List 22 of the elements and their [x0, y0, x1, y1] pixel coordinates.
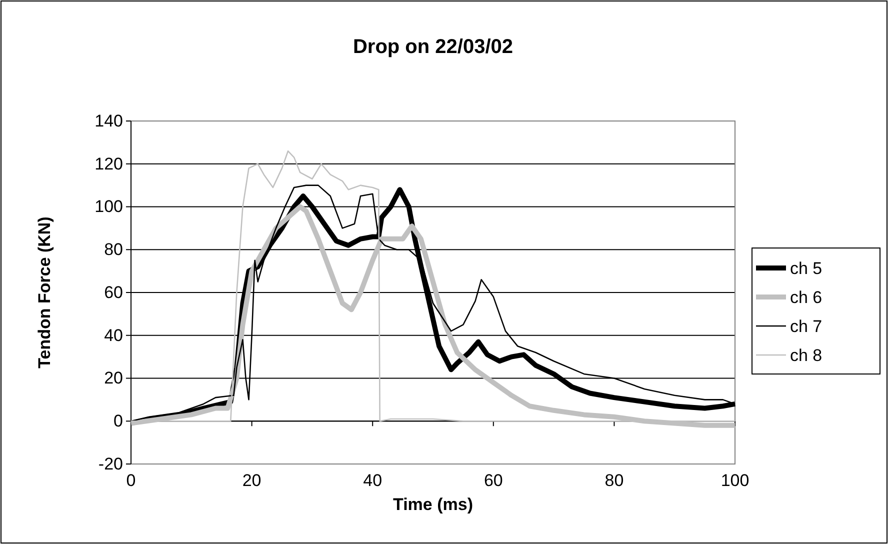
x-tick-label: 60 [484, 471, 503, 490]
legend-label: ch 8 [790, 346, 822, 365]
y-axis-title: Tendon Force (KN) [35, 216, 54, 368]
x-tick-label: 20 [242, 471, 262, 490]
y-tick-label: 140 [94, 111, 123, 130]
y-tick-label: -20 [98, 454, 123, 474]
y-tick-label: 20 [104, 368, 123, 388]
y-tick-label: 60 [104, 282, 123, 302]
x-tick-label: 40 [363, 471, 382, 490]
legend-label: ch 7 [790, 317, 822, 336]
x-axis-title: Time (ms) [393, 495, 473, 514]
x-tick-label: 80 [604, 471, 624, 490]
y-tick-label: 80 [104, 240, 123, 260]
y-tick-label: 40 [104, 326, 123, 345]
x-tick-label: 0 [126, 471, 136, 490]
legend-label: ch 6 [790, 288, 822, 307]
chart-title: Drop on 22/03/02 [352, 36, 514, 58]
y-tick-label: 0 [114, 412, 123, 431]
y-tick-label: 120 [94, 154, 123, 174]
x-tick-label: 100 [720, 471, 750, 490]
legend-label: ch 5 [790, 259, 822, 278]
y-tick-label: 100 [94, 197, 123, 216]
